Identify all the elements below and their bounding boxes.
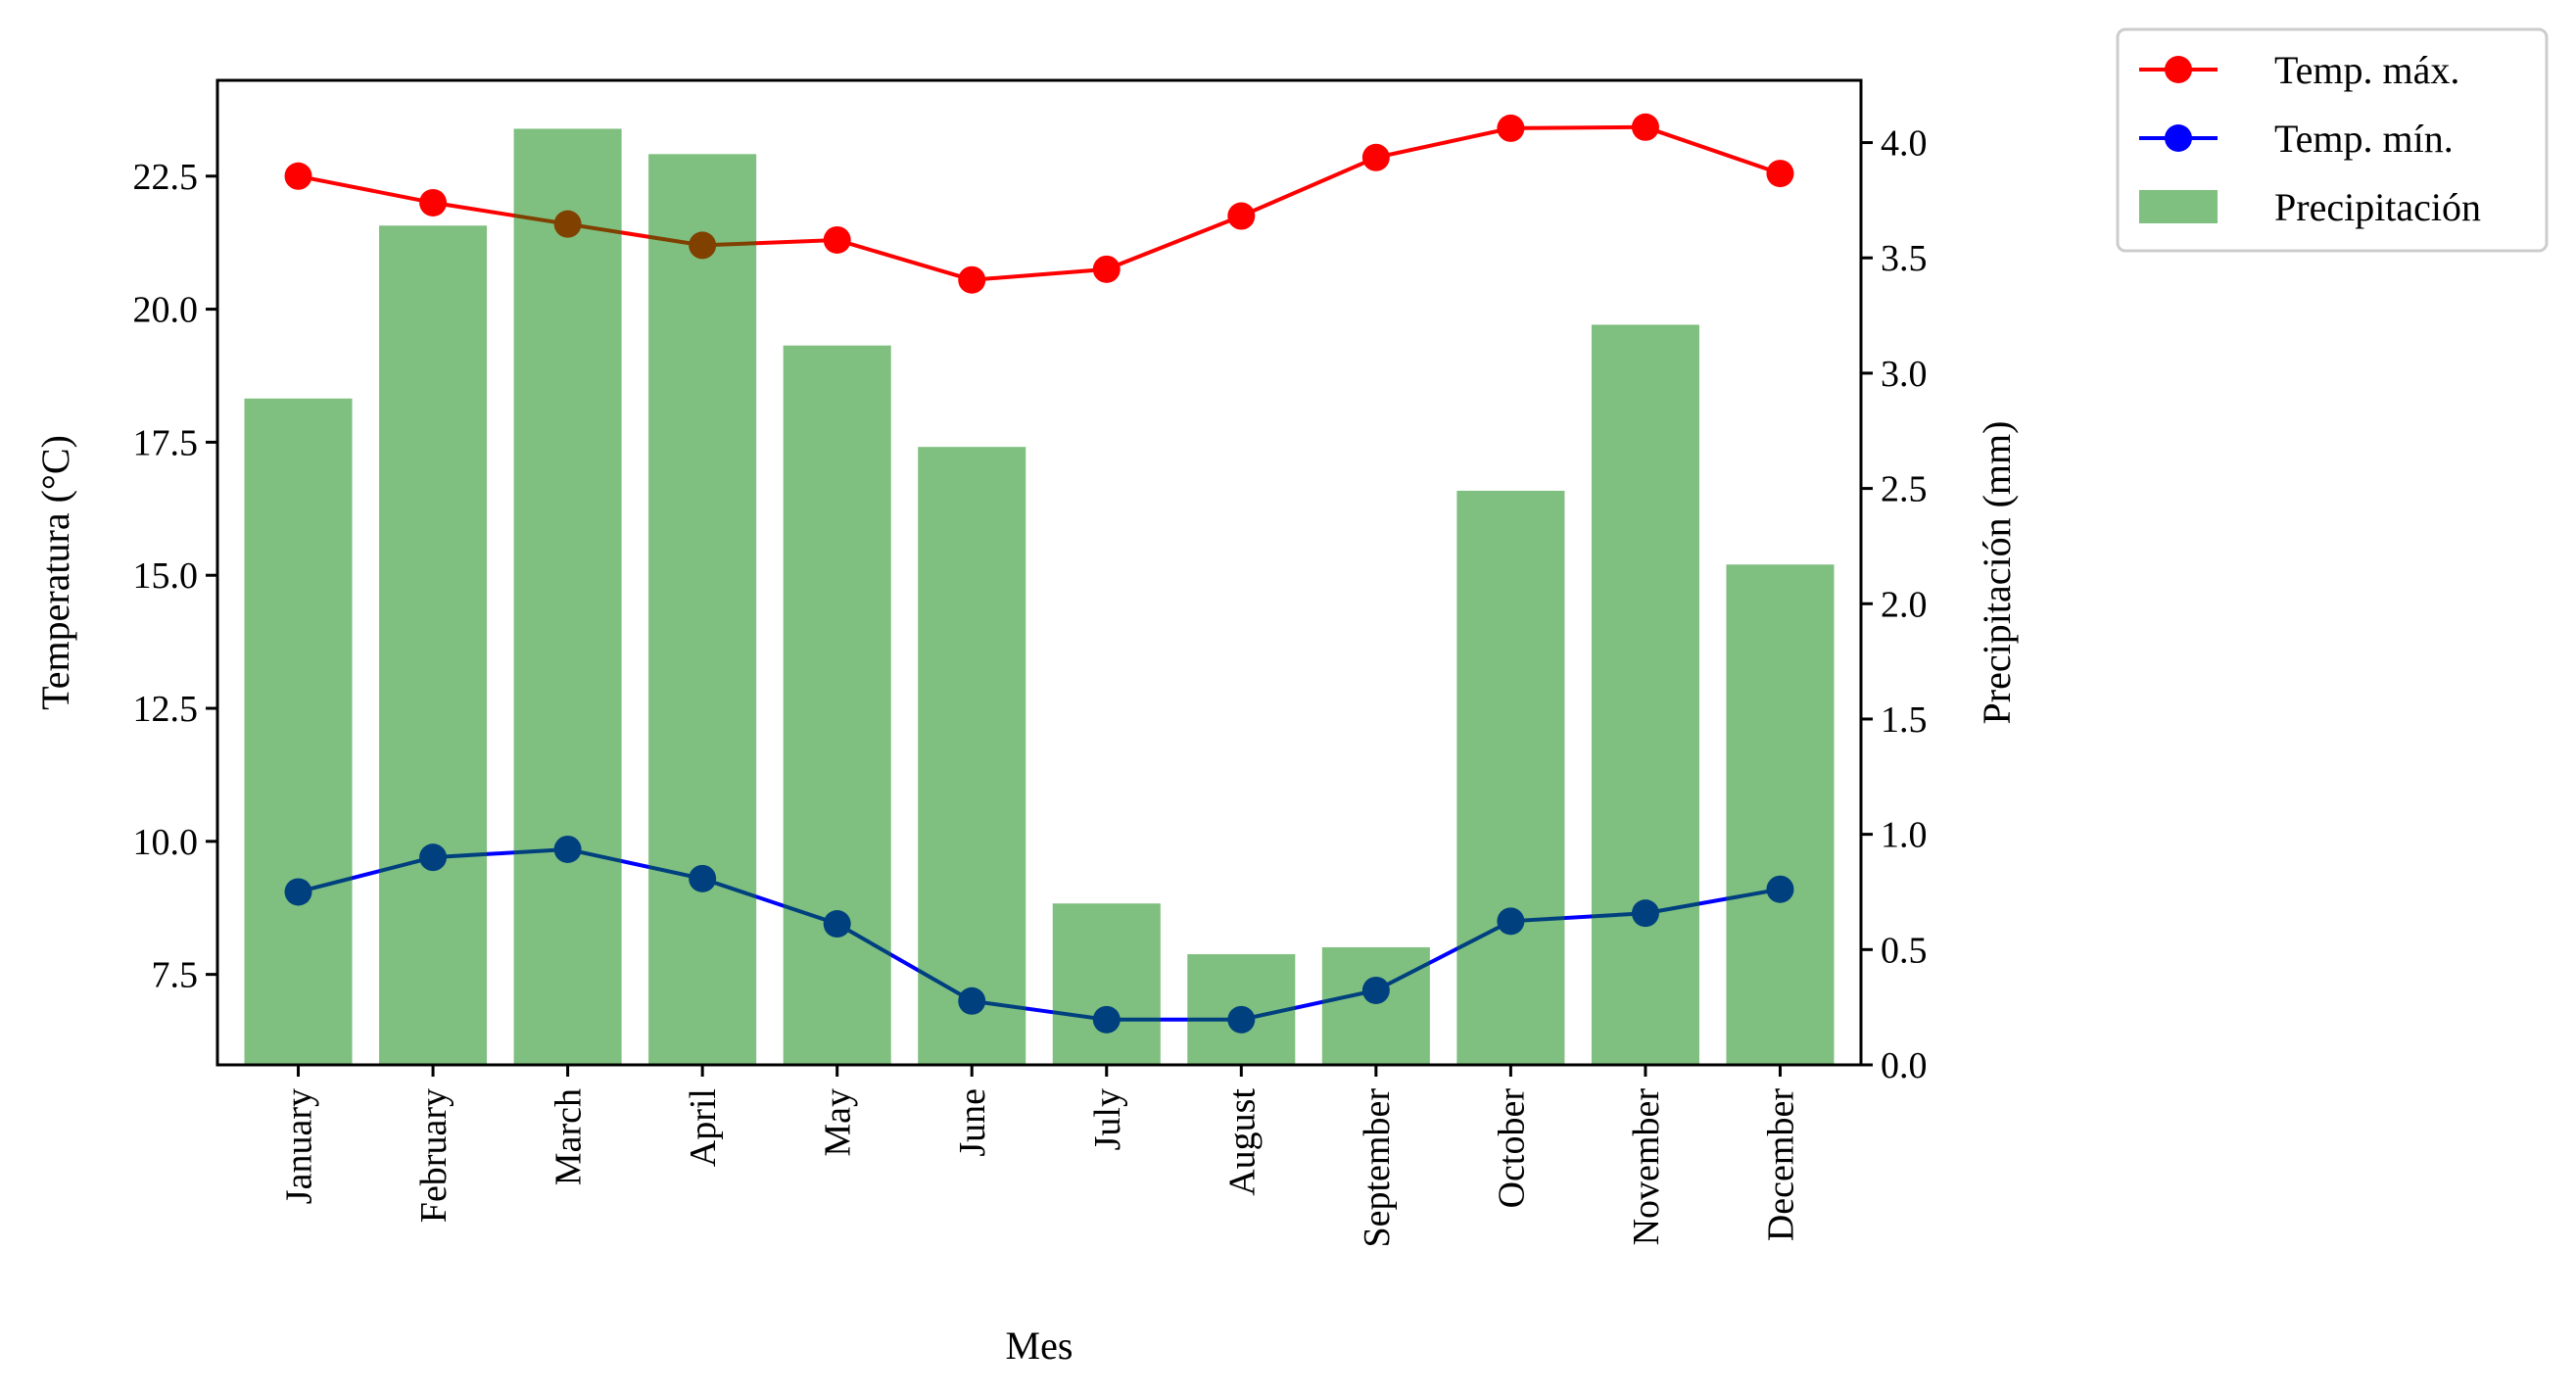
temp-max-point-july bbox=[1092, 255, 1121, 283]
precipitation-bar-may bbox=[783, 345, 891, 1065]
temp-max-point-october bbox=[1497, 114, 1525, 142]
precipitation-bar-november bbox=[1591, 324, 1699, 1066]
axes: 7.5 10.0 12.5 15.0 17.5 20.0 22.5 0.0 0.5 1.0 1.5 2… bbox=[33, 123, 2019, 1368]
x-axis-label: Mes bbox=[1006, 1324, 1073, 1368]
left-y-tick-label: 17.5 bbox=[133, 422, 199, 463]
legend-box bbox=[2116, 27, 2549, 253]
x-tick-label-august: August bbox=[1221, 1088, 1263, 1196]
temp-max-point-september bbox=[1361, 143, 1390, 171]
right-y-tick-label: 1.5 bbox=[1881, 699, 1928, 741]
precipitation-bar-october bbox=[1456, 490, 1565, 1065]
legend-entry-temp-min-label: Temp. mín. bbox=[2274, 117, 2454, 161]
temp-max-point-august bbox=[1227, 202, 1256, 230]
legend: Temp. máx. Temp. mín. Precipitación bbox=[2116, 27, 2549, 253]
x-tick-label-may: May bbox=[818, 1088, 859, 1157]
right-y-tick-label: 0.5 bbox=[1881, 930, 1928, 971]
x-tick-label-november: November bbox=[1626, 1088, 1667, 1246]
right-y-tick-label: 0.0 bbox=[1881, 1045, 1928, 1086]
x-tick-label-march: March bbox=[549, 1088, 590, 1185]
legend-entry-temp-min-marker bbox=[2165, 124, 2192, 152]
left-y-tick-label: 10.0 bbox=[133, 822, 199, 863]
x-tick-label-april: April bbox=[683, 1088, 724, 1167]
y-axis-label-right: Precipitación (mm) bbox=[1975, 421, 2019, 725]
right-y-tick-label: 4.0 bbox=[1881, 123, 1928, 165]
right-y-tick-label: 2.0 bbox=[1881, 584, 1928, 625]
x-tick-label-february: February bbox=[413, 1088, 454, 1223]
left-y-tick-label: 7.5 bbox=[152, 955, 199, 996]
x-tick-label-december: December bbox=[1760, 1088, 1801, 1241]
temp-max-point-february bbox=[419, 188, 448, 217]
plot-frame bbox=[215, 78, 1863, 1067]
x-tick-label-october: October bbox=[1491, 1088, 1532, 1209]
temp-max-point-november bbox=[1631, 113, 1659, 141]
y-axis-label-left: Temperatura (°C) bbox=[33, 435, 77, 710]
left-y-tick-label: 15.0 bbox=[133, 555, 199, 597]
x-tick-label-july: July bbox=[1087, 1088, 1128, 1150]
right-y-tick-label: 3.5 bbox=[1881, 238, 1928, 279]
right-y-tick-label: 3.0 bbox=[1881, 354, 1928, 395]
precipitation-bar-august bbox=[1187, 954, 1296, 1065]
right-y-tick-label: 1.0 bbox=[1881, 815, 1928, 856]
right-y-tick-label: 2.5 bbox=[1881, 469, 1928, 510]
precipitation-bar-july bbox=[1052, 903, 1161, 1065]
left-y-tick-label: 12.5 bbox=[133, 689, 199, 730]
x-tick-label-september: September bbox=[1357, 1088, 1398, 1248]
temp-max-point-june bbox=[958, 265, 986, 294]
precipitation-bar-february bbox=[379, 225, 488, 1065]
x-tick-label-june: June bbox=[952, 1088, 993, 1157]
temp-max-point-january bbox=[284, 162, 312, 190]
left-y-tick-label: 22.5 bbox=[133, 157, 199, 198]
precipitation-bar-september bbox=[1321, 946, 1430, 1065]
precipitation-bar-january bbox=[244, 398, 353, 1066]
legend-entry-temp-max-marker bbox=[2165, 56, 2192, 83]
temp-max-point-december bbox=[1766, 160, 1794, 188]
legend-entry-temp-max-label: Temp. máx. bbox=[2274, 48, 2459, 92]
precipitation-bar-march bbox=[513, 128, 622, 1066]
legend-entry-precipitacion-swatch bbox=[2139, 190, 2218, 223]
x-tick-label-january: January bbox=[279, 1088, 320, 1204]
temp-max-point-may bbox=[823, 225, 851, 254]
legend-entry-precipitacion-label: Precipitación bbox=[2274, 185, 2481, 229]
left-y-tick-label: 20.0 bbox=[133, 290, 199, 331]
precipitation-bar-december bbox=[1726, 564, 1835, 1065]
precipitation-bar-april bbox=[648, 154, 757, 1065]
precipitation-bars bbox=[244, 128, 1835, 1066]
precipitation-bar-june bbox=[918, 447, 1026, 1065]
